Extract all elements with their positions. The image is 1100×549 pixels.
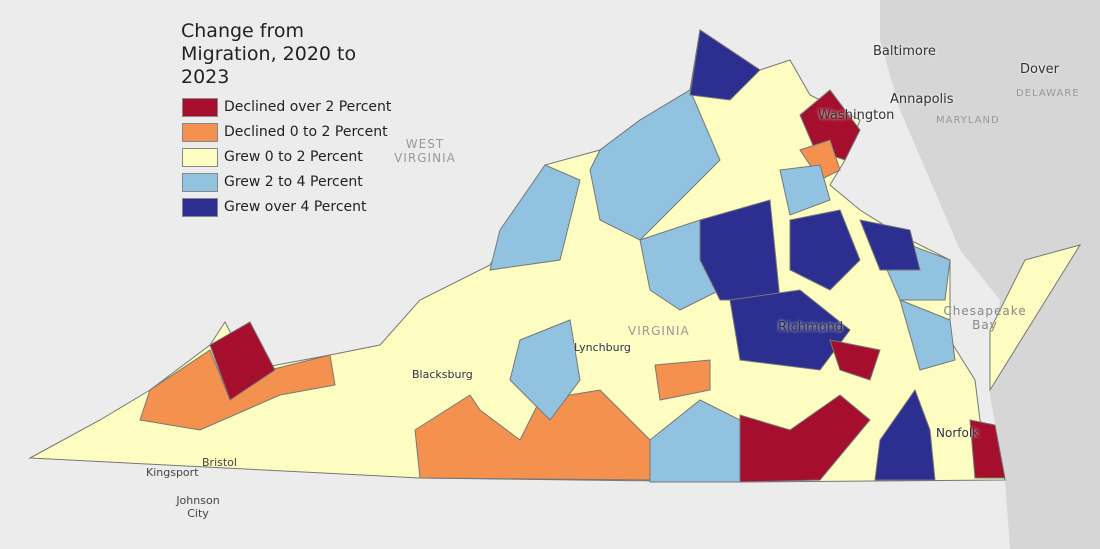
legend-swatch (182, 197, 218, 217)
place-label: Blacksburg (412, 368, 473, 381)
place-label: Johnson City (176, 494, 220, 520)
region (654, 359, 711, 401)
place-label: Baltimore (873, 44, 936, 59)
region (899, 299, 956, 371)
region (789, 209, 861, 291)
region (414, 389, 656, 481)
legend-item: Grew over 4 Percent (182, 197, 367, 217)
legend-swatch (182, 147, 218, 167)
legend-swatch (182, 172, 218, 192)
place-label: Kingsport (146, 466, 199, 479)
region (779, 164, 831, 216)
place-label: Lynchburg (574, 341, 631, 354)
place-label: Norfolk (936, 426, 980, 440)
regions (28, 29, 1082, 483)
region (209, 321, 276, 401)
place-label: VIRGINIA (628, 324, 690, 338)
region (799, 89, 861, 161)
region (874, 388, 936, 481)
region (829, 339, 881, 381)
legend-label: Grew 2 to 4 Percent (224, 174, 363, 190)
legend-title: Change from Migration, 2020 to 2023 (181, 20, 357, 88)
place-label: Bristol (202, 456, 237, 469)
legend-label: Grew 0 to 2 Percent (224, 149, 363, 165)
water (880, 0, 1100, 549)
region (689, 29, 761, 101)
region (739, 394, 871, 483)
place-label: Washington (818, 108, 895, 123)
region (509, 319, 581, 421)
legend-label: Declined 0 to 2 Percent (224, 124, 388, 140)
place-label: DELAWARE (1016, 88, 1080, 99)
region (859, 219, 921, 271)
place-label: MARYLAND (936, 115, 1000, 126)
legend-swatch (182, 122, 218, 142)
place-label: Chesapeake Bay (943, 304, 1027, 332)
place-label: Annapolis (890, 92, 954, 107)
legend-item: Declined 0 to 2 Percent (182, 122, 388, 142)
region (139, 349, 336, 431)
legend-swatch (182, 97, 218, 117)
legend-label: Declined over 2 Percent (224, 99, 392, 115)
legend-label: Grew over 4 Percent (224, 199, 367, 215)
place-label: Dover (1020, 62, 1059, 77)
place-label: Richmond (778, 320, 844, 335)
region (589, 89, 721, 241)
place-label: WEST VIRGINIA (394, 137, 456, 165)
region (989, 244, 1082, 392)
region (489, 164, 581, 271)
region (969, 419, 1006, 479)
legend-item: Grew 0 to 2 Percent (182, 147, 363, 167)
legend-item: Grew 2 to 4 Percent (182, 172, 363, 192)
legend-item: Declined over 2 Percent (182, 97, 391, 117)
